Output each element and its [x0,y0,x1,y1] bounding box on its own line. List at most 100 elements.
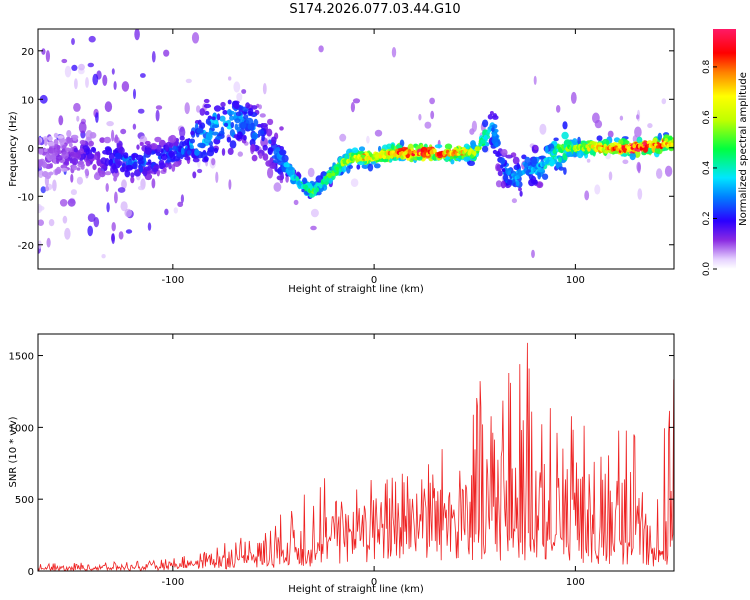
spectrogram-cell [220,126,225,135]
spectrogram-cell [266,128,273,137]
spectrogram-cell [101,254,106,259]
snr-x-ticks: -100 0 100 [161,334,585,588]
spectrogram-cell [544,145,549,154]
spectrogram-cell [243,114,249,120]
spectrogram-ridge-cell [335,166,339,171]
spectrogram-cell [279,149,287,156]
spectrogram-cell [664,165,673,177]
spectrogram-cell [118,231,124,240]
spectrogram-cell [500,180,506,189]
spectrogram-cell [237,151,243,157]
spectrogram-cell [45,50,51,63]
spectrogram-cell [87,213,96,222]
spectrogram-cell [350,178,359,187]
spectrogram-cell [179,135,185,141]
spectrogram-cell [139,142,144,146]
spectrogram-cell [58,115,64,126]
spectrogram-cell [38,159,44,166]
spectrogram-cell [233,102,240,110]
spectrogram-x-tick-label: 0 [371,275,377,286]
spectrogram-cell [276,175,284,181]
snr-x-tick-label: -100 [161,577,184,588]
spectrogram-cell [273,159,280,163]
spectrogram-cell [154,136,162,143]
spectrogram-cell [227,147,234,155]
spectrogram-cell [40,186,46,194]
spectrogram-cell [637,188,643,200]
spectrogram-cell [120,201,128,212]
spectrogram-cell [137,185,145,191]
spectrogram-cell [194,149,200,156]
spectrogram-cell [114,191,118,204]
spectrogram-cell [233,81,241,93]
spectrogram-cell [192,157,200,163]
spectrogram-cell [228,179,232,190]
spectrogram-cell [618,139,624,146]
snr-frame [37,333,675,572]
spectrogram-cell [89,132,97,139]
spectrogram-ridge-cell [315,187,320,193]
spectrogram-cell [169,158,176,163]
spectrogram-cell [512,156,520,165]
spectrogram-ridge-cell [476,146,481,151]
spectrogram-cell [235,111,242,117]
spectrogram-cell [281,154,289,163]
spectrogram-cell [519,190,523,197]
spectrogram-cell [350,102,355,113]
spectrogram-cell [73,102,81,112]
spectrogram-cell [102,150,109,155]
spectrogram-cell [207,120,212,126]
spectrogram-cell [267,118,274,126]
spectrogram-cell [586,158,591,163]
spectrogram-cell [391,143,395,150]
spectrogram-cell [558,156,562,163]
spectrogram-cell [117,187,126,193]
spectrogram-cell [104,101,113,113]
spectrogram-cell [132,161,138,170]
spectrogram-cell [46,237,51,248]
spectrogram-cell [114,152,122,160]
spectrogram-ridge-cell [492,132,497,137]
spectrogram-cell [130,176,135,184]
spectrogram-cell [71,158,79,166]
spectrogram-cell [151,178,156,189]
spectrogram-cell [322,172,327,176]
spectrogram-cell [482,119,489,128]
spectrogram-cell [118,146,125,155]
spectrogram-ridge-cell [358,156,363,161]
spectrogram-cell [549,158,555,167]
spectrogram-cell [542,173,549,180]
spectrogram-cell [140,73,146,78]
spectrogram-cell [528,178,536,187]
spectrogram-cell [54,152,59,156]
spectrogram-cell [199,108,206,116]
spectrogram-cell [168,162,172,170]
spectrogram-cell [528,173,534,180]
spectrogram-ridge-cell [632,143,636,149]
spectrogram-cell [93,217,100,228]
spectrogram-cell [151,168,159,172]
spectrogram-cell [71,64,78,71]
colorbar-label: Normalized spectral amplitude [738,72,749,226]
spectrogram-cell [61,58,68,64]
spectrogram-cell [60,167,68,172]
spectrogram-cell [85,77,89,88]
spectrogram-cell [189,138,195,144]
spectrogram-cell [222,110,228,115]
spectrogram-cell [622,153,628,157]
spectrogram-cell [84,168,89,175]
spectrogram-cell [220,101,226,108]
spectrogram-cell [177,201,184,207]
spectrogram-cell [45,172,52,180]
spectrogram-cell [173,145,177,150]
spectrogram-cell [248,107,254,116]
spectrogram-cell [111,162,117,170]
spectrogram-cell [262,144,268,151]
spectrogram-cell [179,126,186,138]
spectrogram-cell [139,164,144,173]
spectrogram-cell [492,113,497,118]
spectrogram-cell [180,194,184,204]
spectrogram-cell [656,168,663,179]
spectrogram-cell [184,102,190,115]
spectrogram-ridge-cell [482,139,486,144]
